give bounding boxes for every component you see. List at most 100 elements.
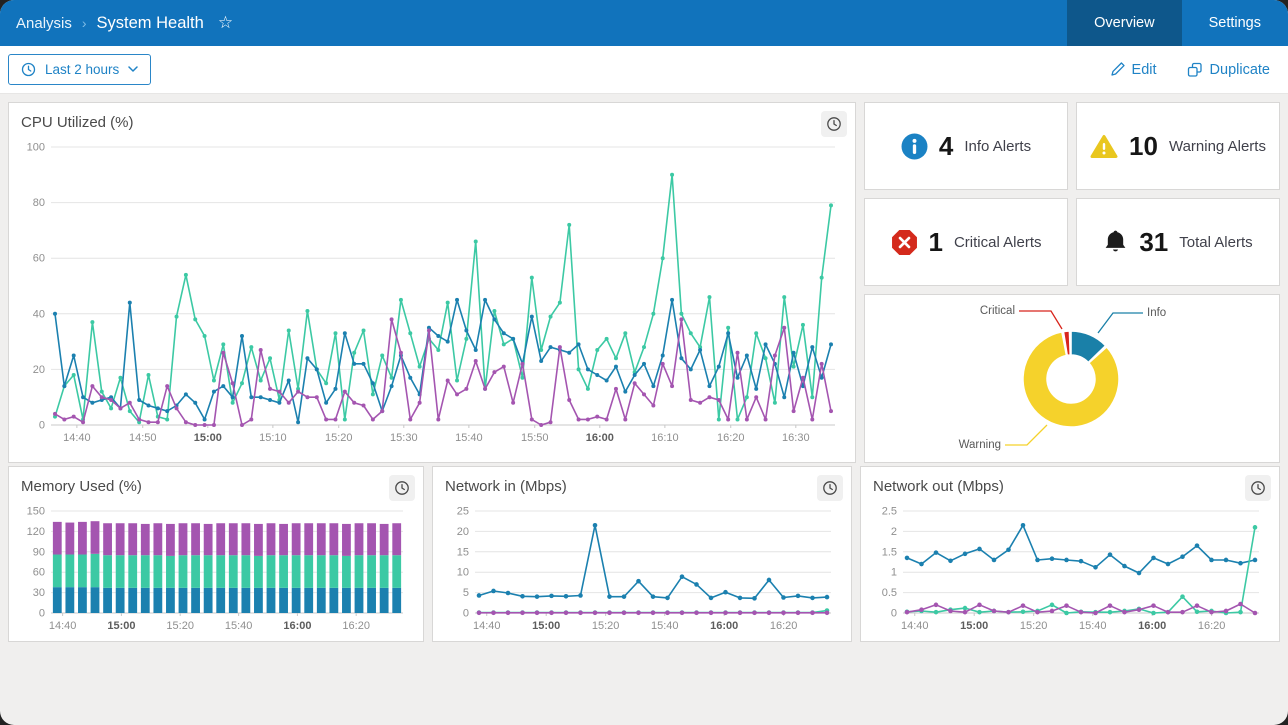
- svg-text:20: 20: [457, 526, 469, 538]
- svg-text:15:10: 15:10: [259, 432, 287, 444]
- network-out-line-chart[interactable]: 0 0.5 1 1.5 2 2.5 14:40 15:00 15:20 15:40 16:00 16:…: [873, 503, 1267, 633]
- svg-text:16:20: 16:20: [770, 620, 798, 632]
- app-header: Analysis › System Health ☆ Overview Sett…: [0, 0, 1288, 46]
- cpu-line-chart[interactable]: 0 20 40 60 80 100 14:40 14:50 15:00 15:10 15:20 15:…: [21, 139, 843, 445]
- critical-alerts-card[interactable]: 1 Critical Alerts: [864, 198, 1068, 286]
- svg-text:15:40: 15:40: [1079, 620, 1107, 632]
- svg-text:2: 2: [891, 526, 897, 538]
- warning-alert-count: 10: [1129, 130, 1158, 161]
- svg-text:20: 20: [33, 364, 45, 376]
- bell-icon: [1103, 229, 1128, 256]
- svg-text:16:10: 16:10: [651, 432, 679, 444]
- network-in-panel-title: Network in (Mbps): [445, 478, 567, 495]
- svg-text:14:40: 14:40: [473, 620, 501, 632]
- total-alert-count: 31: [1139, 226, 1169, 257]
- toolbar-actions: Edit Duplicate: [1109, 62, 1270, 78]
- network-in-panel: Network in (Mbps) 0 5 10 15 20 25 14:40 15:00 15…: [432, 466, 852, 642]
- duplicate-label: Duplicate: [1209, 61, 1270, 78]
- svg-text:15:40: 15:40: [651, 620, 679, 632]
- duplicate-icon: [1187, 62, 1203, 78]
- network-out-panel-title: Network out (Mbps): [873, 478, 1004, 495]
- svg-text:15:00: 15:00: [107, 620, 135, 632]
- svg-text:Warning: Warning: [959, 439, 1001, 451]
- svg-text:15:00: 15:00: [532, 620, 560, 632]
- info-alert-count: 4: [938, 130, 954, 161]
- svg-text:15: 15: [457, 546, 469, 558]
- svg-text:Info: Info: [1147, 307, 1166, 319]
- svg-text:16:00: 16:00: [586, 432, 614, 444]
- time-range-dropdown[interactable]: Last 2 hours: [8, 54, 152, 85]
- svg-text:16:20: 16:20: [342, 620, 370, 632]
- svg-text:1: 1: [891, 567, 897, 579]
- breadcrumb: Analysis › System Health ☆: [16, 13, 233, 33]
- chevron-down-icon: [128, 66, 139, 73]
- svg-text:15:40: 15:40: [225, 620, 253, 632]
- svg-text:16:30: 16:30: [782, 432, 810, 444]
- memory-panel-title: Memory Used (%): [21, 478, 142, 495]
- network-out-clock-button[interactable]: [1245, 475, 1271, 501]
- svg-text:15:20: 15:20: [325, 432, 353, 444]
- total-alert-label: Total Alerts: [1179, 233, 1253, 251]
- svg-text:14:50: 14:50: [129, 432, 157, 444]
- cpu-clock-button[interactable]: [821, 111, 847, 137]
- svg-text:0: 0: [463, 608, 469, 620]
- svg-text:Critical: Critical: [980, 305, 1015, 317]
- svg-text:16:20: 16:20: [1198, 620, 1226, 632]
- svg-text:15:20: 15:20: [592, 620, 620, 632]
- network-out-panel: Network out (Mbps) 0 0.5 1 1.5 2 2.5 14:40 15:0…: [860, 466, 1280, 642]
- info-alert-label: Info Alerts: [964, 137, 1032, 155]
- svg-text:15:00: 15:00: [960, 620, 988, 632]
- page-title: System Health: [96, 13, 204, 32]
- clock-icon: [21, 62, 36, 77]
- warning-icon: [1090, 134, 1118, 159]
- clock-icon: [1251, 481, 1265, 495]
- chevron-right-icon: ›: [81, 15, 87, 31]
- svg-text:120: 120: [27, 526, 45, 538]
- svg-text:15:40: 15:40: [455, 432, 483, 444]
- svg-text:14:40: 14:40: [63, 432, 91, 444]
- svg-text:15:20: 15:20: [1020, 620, 1048, 632]
- svg-text:100: 100: [27, 142, 45, 154]
- edit-button[interactable]: Edit: [1109, 62, 1157, 78]
- cpu-panel-title: CPU Utilized (%): [21, 114, 134, 131]
- svg-text:0: 0: [39, 420, 45, 432]
- svg-text:15:50: 15:50: [521, 432, 549, 444]
- network-in-line-chart[interactable]: 0 5 10 15 20 25 14:40 15:00 15:20 15:40 16:00 16:20: [445, 503, 839, 633]
- info-alerts-card[interactable]: 4 Info Alerts: [864, 102, 1068, 190]
- warning-alerts-card[interactable]: 10 Warning Alerts: [1076, 102, 1280, 190]
- duplicate-button[interactable]: Duplicate: [1187, 62, 1270, 78]
- critical-alert-label: Critical Alerts: [953, 233, 1042, 251]
- svg-text:150: 150: [27, 506, 45, 518]
- svg-text:10: 10: [457, 567, 469, 579]
- tab-overview[interactable]: Overview: [1067, 0, 1182, 46]
- svg-text:90: 90: [33, 546, 45, 558]
- dashboard-content: CPU Utilized (%) 0 20 40 60 80 100 14:40 14:50 1…: [0, 94, 1288, 650]
- alerts-donut-panel: Critical Info Warning: [864, 294, 1280, 463]
- toolbar: Last 2 hours Edit Duplicate: [0, 46, 1288, 94]
- svg-text:16:20: 16:20: [717, 432, 745, 444]
- clock-icon: [823, 481, 837, 495]
- svg-text:14:40: 14:40: [901, 620, 929, 632]
- memory-bar-chart[interactable]: 0 30 60 90 120 150 14:40 15:00 15:20 15:40 16:00 16…: [21, 503, 411, 633]
- svg-text:30: 30: [33, 587, 45, 599]
- svg-text:16:00: 16:00: [710, 620, 738, 632]
- svg-text:0: 0: [891, 608, 897, 620]
- svg-text:14:40: 14:40: [49, 620, 77, 632]
- alerts-donut-chart[interactable]: Critical Info Warning: [865, 295, 1279, 457]
- header-tabs: Overview Settings: [1067, 0, 1288, 46]
- svg-text:0.5: 0.5: [882, 587, 897, 599]
- memory-clock-button[interactable]: [389, 475, 415, 501]
- svg-text:60: 60: [33, 567, 45, 579]
- time-range-label: Last 2 hours: [45, 62, 120, 77]
- favorite-star-icon[interactable]: ☆: [217, 13, 234, 32]
- svg-text:80: 80: [33, 197, 45, 209]
- svg-text:2.5: 2.5: [882, 506, 897, 518]
- total-alerts-card[interactable]: 31 Total Alerts: [1076, 198, 1280, 286]
- svg-text:5: 5: [463, 587, 469, 599]
- alert-cards: 4 Info Alerts 10 Warning Alerts: [864, 102, 1280, 286]
- svg-text:16:00: 16:00: [283, 620, 311, 632]
- network-in-clock-button[interactable]: [817, 475, 843, 501]
- breadcrumb-analysis[interactable]: Analysis: [16, 14, 72, 32]
- warning-alert-label: Warning Alerts: [1168, 137, 1266, 155]
- tab-settings[interactable]: Settings: [1208, 15, 1261, 31]
